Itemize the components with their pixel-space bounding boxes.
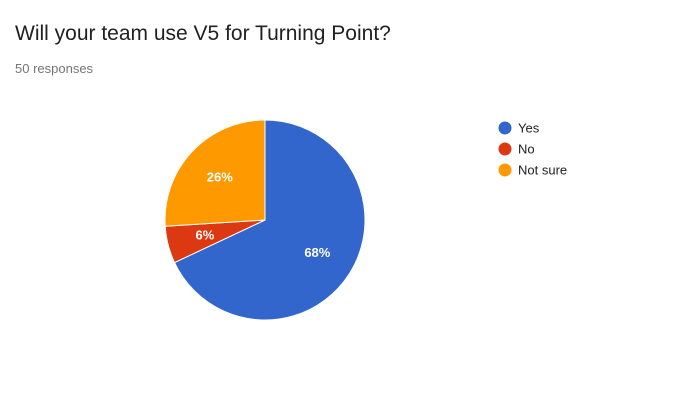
legend-label: No bbox=[518, 142, 535, 157]
legend-swatch bbox=[498, 142, 512, 156]
legend-label: Yes bbox=[518, 121, 540, 136]
question-title: Will your team use V5 for Turning Point? bbox=[15, 22, 391, 45]
chart-legend: Yes No Not sure bbox=[498, 121, 568, 178]
pie-slice-labels: 68% 6% 26% bbox=[196, 170, 331, 261]
legend-swatch bbox=[498, 163, 512, 177]
pie-slice-label: 26% bbox=[207, 170, 233, 185]
legend-label: Not sure bbox=[518, 163, 567, 178]
legend-item-yes[interactable]: Yes bbox=[498, 121, 540, 136]
legend-item-not-sure[interactable]: Not sure bbox=[498, 163, 568, 178]
legend-swatch bbox=[498, 121, 512, 135]
pie-slice-label: 6% bbox=[196, 227, 215, 242]
legend-item-no[interactable]: No bbox=[498, 142, 535, 157]
pie-slices bbox=[164, 119, 366, 321]
pie-slice-not-sure[interactable] bbox=[164, 119, 266, 227]
pie-slice-label: 68% bbox=[304, 245, 330, 260]
response-count: 50 responses bbox=[15, 61, 94, 76]
pie-slice-yes[interactable] bbox=[173, 119, 366, 321]
